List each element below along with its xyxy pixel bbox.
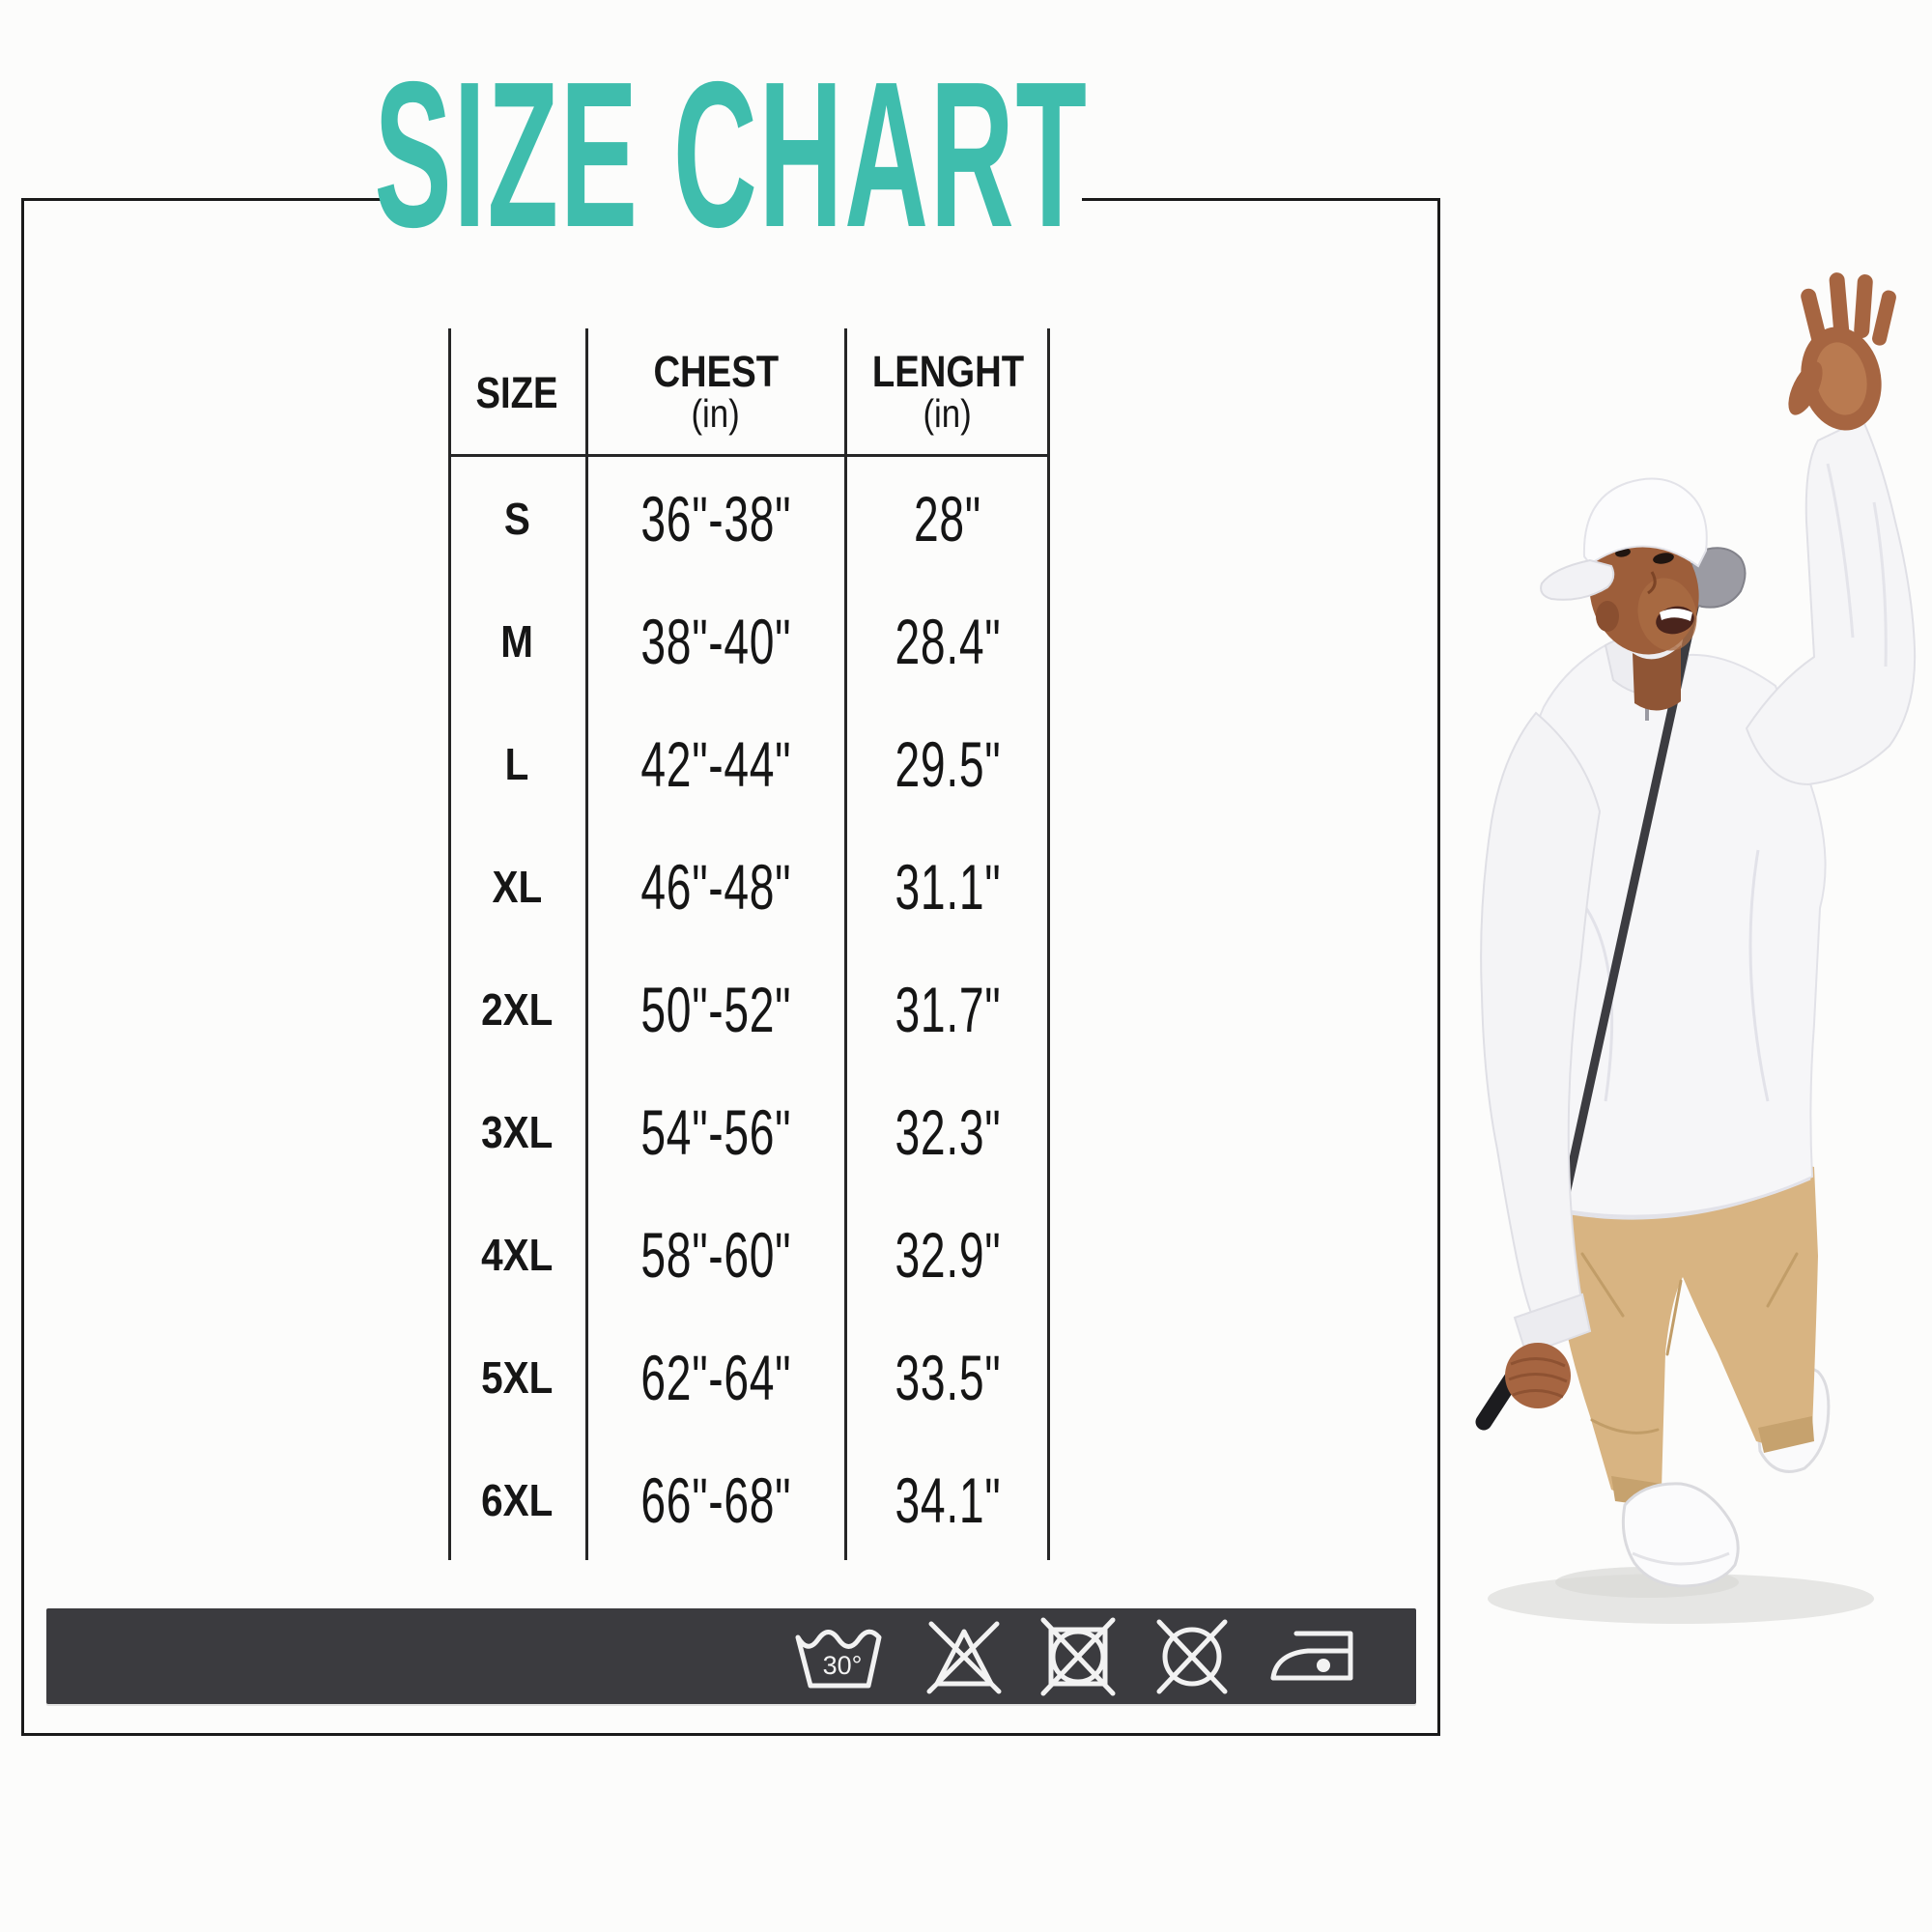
table-row: 2XL 50"-52" 31.7" [448,965,1050,1054]
size-cell: XL [492,862,543,912]
do-not-bleach-icon [926,1621,1002,1693]
table-line-chest-length [844,328,847,1560]
table-row: 3XL 54"-56" 32.3" [448,1088,1050,1177]
size-cell: 5XL [481,1352,554,1403]
chest-cell: 54"-56" [640,1096,791,1168]
length-cell: 33.5" [895,1342,1001,1413]
table-row: L 42"-44" 29.5" [448,720,1050,809]
chest-cell: 36"-38" [640,483,791,554]
length-cell: 28.4" [895,606,1001,677]
page-title-text: SIZE CHART [374,38,1089,270]
size-cell: S [503,494,531,544]
size-cell: 3XL [481,1107,554,1157]
ear [1596,601,1619,632]
do-not-dry-clean-icon [1156,1619,1228,1693]
table-header-underline [448,454,1050,457]
size-cell: 2XL [481,984,554,1035]
size-cell: L [505,739,529,789]
raised-sleeve [1745,417,1917,786]
table-line-right [1047,328,1050,1560]
table-header-row: SIZE CHEST (in) LENGHT (in) [448,336,1050,450]
length-cell: 31.7" [895,974,1001,1045]
wash-temp-label: 30° [823,1651,863,1680]
length-cell: 32.3" [895,1096,1001,1168]
front-shoe-sole [1632,1551,1730,1566]
size-cell: 6XL [481,1475,554,1525]
table-row: 5XL 62"-64" 33.5" [448,1333,1050,1422]
care-icon-strip: 30° [792,1608,1360,1704]
length-cell: 32.9" [895,1219,1001,1291]
do-not-tumble-dry-icon [1040,1617,1116,1695]
chest-cell: 42"-44" [640,728,791,800]
table-row: XL 46"-48" 31.1" [448,842,1050,931]
care-instructions-bar: 30° [46,1608,1416,1704]
pants-creases [1580,1252,1799,1435]
right-eye [1653,553,1674,564]
pants [1553,1149,1818,1495]
length-cell: 29.5" [895,728,1001,800]
nose [1647,571,1657,595]
length-cell: 31.1" [895,851,1001,923]
table-line-left [448,328,451,1560]
left-hand-fingers [1508,1357,1568,1399]
chest-cell: 66"-68" [640,1464,791,1536]
chest-cell: 38"-40" [640,606,791,677]
back-cuff [1758,1416,1814,1453]
cap [1540,477,1708,601]
header-chest: CHEST (in) [653,347,779,436]
page-title: SIZE CHART [0,50,1463,258]
table-row: 6XL 66"-68" 34.1" [448,1456,1050,1545]
chest-cell: 50"-52" [640,974,791,1045]
title-border-gap [394,185,1082,213]
teeth [1660,609,1692,621]
front-shoe [1621,1482,1740,1588]
size-cell: M [500,616,534,667]
raised-sleeve-creases [1826,463,1888,668]
table-line-size-chest [585,328,588,1560]
golfer-illustration [1475,272,1917,1624]
iron-dot [1317,1658,1330,1672]
size-cell: 4XL [481,1230,554,1280]
left-cuff [1513,1293,1592,1356]
chest-cell: 46"-48" [640,851,791,923]
iron-low-heat-icon [1270,1631,1353,1680]
header-length: LENGHT (in) [871,347,1024,436]
header-size: SIZE [475,367,559,417]
cap-brim [1540,558,1615,601]
length-cell: 34.1" [895,1464,1001,1536]
table-row: 4XL 58"-60" 32.9" [448,1210,1050,1299]
table-row: S 36"-38" 28" [448,474,1050,563]
neck [1633,645,1681,711]
wash-30-icon: 30° [795,1629,882,1688]
length-cell: 28" [914,483,981,554]
chest-cell: 58"-60" [640,1219,791,1291]
chest-cell: 62"-64" [640,1342,791,1413]
head [1589,527,1699,655]
table-row: M 38"-40" 28.4" [448,597,1050,686]
waving-hand [1788,272,1896,431]
